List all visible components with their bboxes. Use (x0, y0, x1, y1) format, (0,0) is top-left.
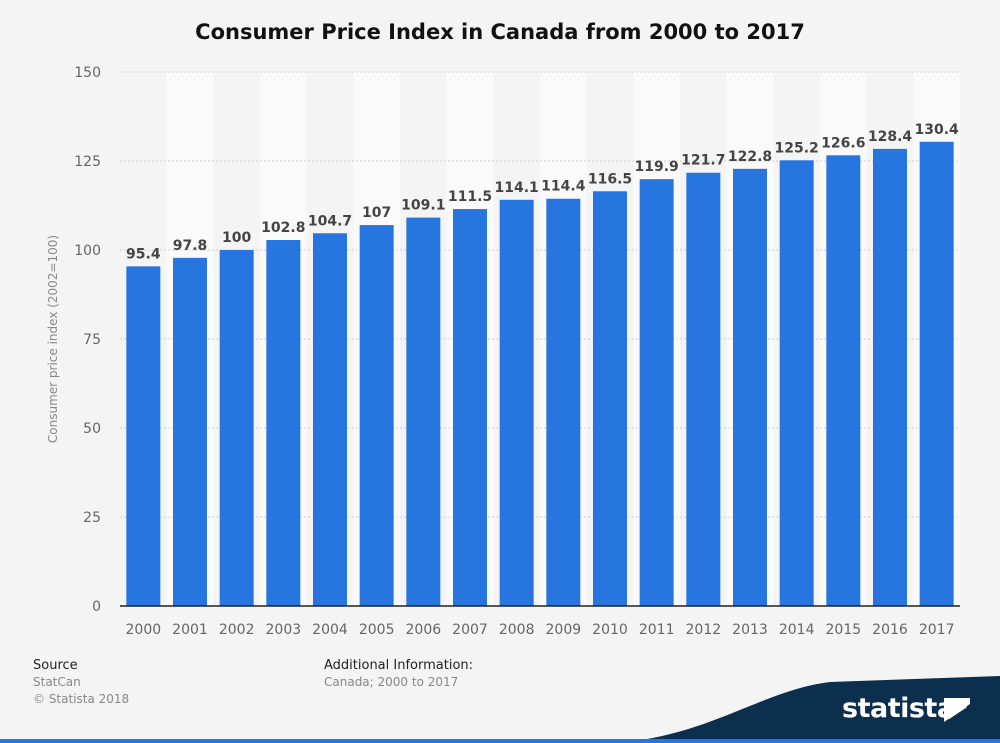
y-tick-label: 100 (74, 243, 101, 259)
bar[interactable] (499, 199, 534, 606)
bar[interactable] (733, 168, 767, 606)
x-tick-label: 2017 (919, 622, 955, 638)
x-tick-label: 2014 (779, 622, 815, 638)
y-tick-label: 75 (83, 332, 101, 348)
gridlines (120, 71, 960, 518)
bar[interactable] (686, 172, 721, 607)
bars (126, 141, 954, 607)
bar-value-label: 122.8 (728, 149, 772, 165)
y-tick-label: 125 (74, 154, 101, 170)
source-heading: Source (33, 658, 78, 673)
bar[interactable] (593, 191, 627, 606)
bar[interactable] (313, 233, 347, 606)
bar[interactable] (406, 217, 441, 606)
x-tick-label: 2010 (592, 622, 628, 638)
bar[interactable] (266, 240, 301, 607)
source-block: Source StatCan © Statista 2018 (33, 657, 129, 708)
x-tick-label: 2013 (732, 622, 768, 638)
bar[interactable] (126, 266, 161, 606)
bar[interactable] (453, 209, 487, 606)
x-tick-label: 2011 (639, 622, 675, 638)
bar[interactable] (639, 179, 674, 606)
bar-value-label: 128.4 (868, 129, 913, 145)
additional-info-text: Canada; 2000 to 2017 (324, 675, 459, 689)
bar-value-label: 102.8 (261, 220, 305, 236)
bar-value-label: 114.4 (541, 179, 586, 195)
statista-logo-icon (944, 698, 970, 722)
x-tick-label: 2012 (686, 622, 722, 638)
y-tick-label: 25 (83, 510, 101, 526)
bar-value-label: 104.7 (308, 213, 352, 229)
y-tick-label: 50 (83, 421, 101, 437)
x-tick-label: 2006 (406, 622, 442, 638)
bar[interactable] (919, 141, 954, 606)
bar-value-label: 100 (222, 230, 251, 246)
bar-value-label: 109.1 (401, 198, 445, 214)
y-tick-label: 0 (92, 599, 101, 615)
x-tick-label: 2007 (452, 622, 488, 638)
bar-value-label: 95.4 (126, 246, 161, 262)
y-tick-label: 150 (74, 65, 101, 81)
x-tick-label: 2000 (126, 622, 162, 638)
bar-value-label: 130.4 (915, 122, 960, 138)
x-tick-label: 2009 (546, 622, 582, 638)
x-tick-label: 2004 (312, 622, 348, 638)
additional-info-heading: Additional Information: (324, 658, 474, 673)
bar[interactable] (359, 225, 394, 606)
bar-value-label: 119.9 (635, 159, 679, 175)
bar[interactable] (173, 257, 207, 606)
x-tick-label: 2015 (826, 622, 862, 638)
statista-logo-text[interactable]: statista (842, 693, 955, 724)
additional-info-block: Additional Information: Canada; 2000 to … (324, 657, 473, 691)
bar[interactable] (779, 160, 814, 606)
x-tick-label: 2005 (359, 622, 395, 638)
bar-value-label: 121.7 (681, 153, 725, 169)
bar[interactable] (873, 148, 907, 606)
bar-value-label: 114.1 (495, 180, 539, 196)
x-tick-label: 2003 (266, 622, 302, 638)
bar-value-label: 97.8 (173, 238, 208, 254)
bar-value-label: 107 (362, 205, 391, 221)
bar-value-label: 116.5 (588, 171, 632, 187)
bar[interactable] (219, 250, 254, 606)
bar-value-label: 111.5 (448, 189, 492, 205)
y-axis-title: Consumer price index (2002=100) (46, 235, 60, 443)
source-name[interactable]: StatCan (33, 675, 81, 689)
x-tick-label: 2008 (499, 622, 535, 638)
y-axis-ticks: 0 25 50 75 100 125 150 (74, 65, 101, 615)
bar[interactable] (826, 155, 861, 606)
copyright: © Statista 2018 (33, 692, 130, 706)
bar[interactable] (546, 198, 581, 606)
bar-value-label: 125.2 (775, 140, 819, 156)
x-axis-ticks: 2000 2001 2002 2003 2004 2005 2006 2007 2008 2009… (126, 622, 955, 638)
chart-title: Consumer Price Index in Canada from 2000… (195, 20, 805, 44)
x-tick-label: 2016 (872, 622, 908, 638)
x-tick-label: 2002 (219, 622, 255, 638)
x-tick-label: 2001 (172, 622, 208, 638)
bar-value-label: 126.6 (821, 135, 865, 151)
